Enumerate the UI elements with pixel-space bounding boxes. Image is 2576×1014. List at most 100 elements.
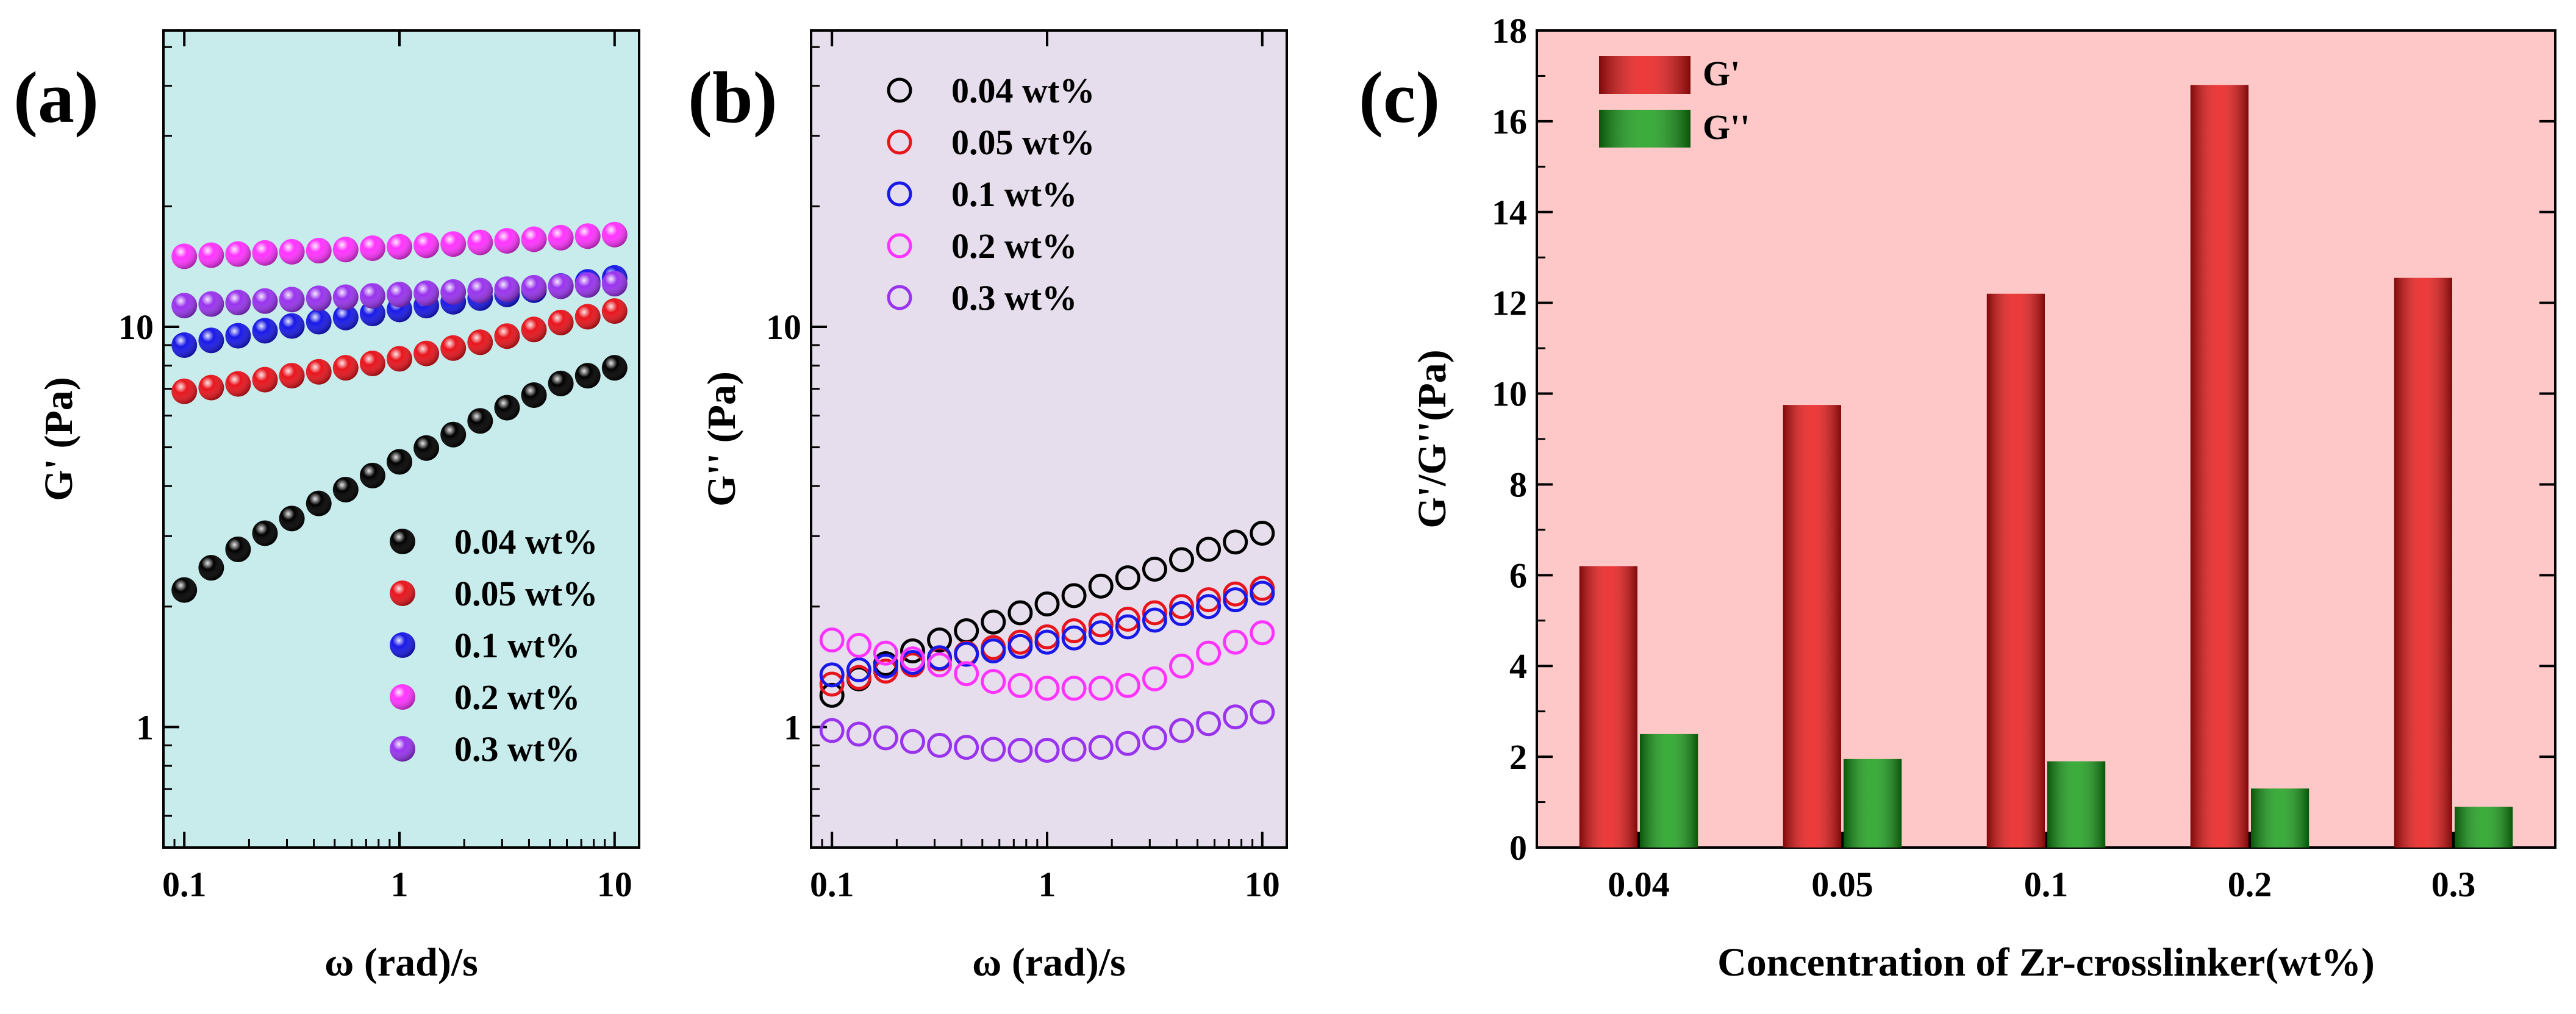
panel-a-data-point-shade bbox=[521, 382, 547, 409]
panel-a-data-point-shade bbox=[467, 329, 493, 355]
panel-b-data-point bbox=[1115, 606, 1140, 632]
panel-b-series-4 bbox=[819, 699, 1275, 763]
panel-b-series-2 bbox=[819, 580, 1275, 688]
panel-a-data-point-shade bbox=[359, 283, 385, 309]
panel-b-data-point bbox=[1088, 612, 1114, 638]
panel-b-data-point bbox=[873, 725, 898, 751]
panel-a-data-point-shade bbox=[252, 288, 278, 314]
panel-b-data-point bbox=[900, 729, 925, 754]
panel-c-bar-shade bbox=[2190, 85, 2249, 848]
panel-a-x-tick-label: 0.1 bbox=[162, 865, 207, 904]
panel-a-data-point-shade bbox=[252, 520, 278, 546]
panel-a-gridless-ticks: 0.1 1 10 1 10 bbox=[118, 30, 632, 904]
panel-b-data-point bbox=[1223, 704, 1248, 730]
panel-b-data-point bbox=[981, 638, 1006, 663]
panel-c-bar-shade bbox=[1783, 405, 1841, 848]
panel-b-data-point bbox=[1034, 591, 1060, 617]
panel-a-data-point-shade bbox=[252, 366, 278, 393]
panel-a-data-point-shade bbox=[521, 274, 547, 301]
panel-c-y-axis-label: G'/G''(Pa) bbox=[1410, 349, 1454, 528]
panel-c-y-tick-label: 4 bbox=[1509, 646, 1527, 686]
panel-b-y-tick-label: 10 bbox=[766, 307, 801, 347]
panel-b-series-3 bbox=[819, 620, 1275, 701]
panel-c-series-layer bbox=[1579, 85, 2513, 848]
panel-a-data-point-shade bbox=[171, 378, 198, 404]
panel-b-data-point bbox=[819, 627, 845, 653]
panel-b-data-point bbox=[981, 669, 1006, 694]
panel-b-data-point bbox=[846, 657, 871, 683]
panel-a-y-tick-label: 10 bbox=[118, 307, 154, 347]
panel-c-x-tick-label: 0.05 bbox=[1811, 865, 1873, 904]
panel-c-y-tick-label: 2 bbox=[1509, 737, 1527, 777]
panel-a-series-3 bbox=[171, 221, 628, 270]
panel-a-data-point-shade bbox=[413, 340, 440, 366]
panel-a-data-point-shade bbox=[574, 272, 601, 298]
panel-b-data-point bbox=[819, 662, 845, 688]
panel-b-data-point bbox=[1196, 587, 1222, 613]
panel-a-data-point-shade bbox=[574, 223, 601, 249]
panel-b-data-point bbox=[1088, 620, 1114, 646]
panel-c-y-tick-label: 0 bbox=[1509, 828, 1527, 868]
panel-b-legend-label: 0.05 wt% bbox=[951, 123, 1095, 162]
panel-b-data-point bbox=[1061, 618, 1087, 643]
panel-a-data-point-shade bbox=[548, 273, 574, 299]
panel-b-data-point bbox=[1115, 673, 1140, 698]
panel-a-data-point-shade bbox=[494, 395, 520, 421]
panel-b-data-point bbox=[1142, 725, 1167, 751]
panel-a-data-point-shade bbox=[386, 282, 412, 308]
panel-b-legend-marker bbox=[887, 233, 912, 259]
panel-b-data-point bbox=[1142, 666, 1167, 691]
panel-b-data-point bbox=[1061, 583, 1087, 609]
panel-a-data-point-shade bbox=[279, 363, 305, 389]
panel-b-data-point bbox=[1115, 614, 1140, 640]
panel-b-data-point bbox=[1034, 737, 1060, 763]
panel-b-data-point bbox=[1250, 580, 1275, 606]
panel-a-data-point-shade bbox=[467, 408, 493, 434]
panel-a-data-point-shade bbox=[171, 243, 198, 270]
panel-b-data-point bbox=[1088, 735, 1114, 760]
panel-b-data-point bbox=[1034, 676, 1060, 701]
panel-b-label: (b) bbox=[688, 57, 778, 138]
panel-c-plot-area bbox=[1536, 29, 2556, 849]
panel-a-data-point-shade bbox=[198, 291, 224, 317]
panel-a-data-point-shade bbox=[306, 285, 332, 312]
panel-b-data-point bbox=[873, 640, 898, 666]
panel-a-plot-area bbox=[162, 29, 640, 849]
panel-b-x-axis-label: ω (rad)/s bbox=[972, 940, 1126, 985]
panel-b-data-point bbox=[1061, 625, 1087, 651]
panel-c-y-tick-label: 16 bbox=[1492, 102, 1527, 141]
panel-b-data-point bbox=[1223, 587, 1248, 613]
panel-b-data-point bbox=[1007, 673, 1033, 698]
panel-a-data-point-shade bbox=[386, 234, 412, 260]
panel-c-gridless-ticks: 0 2 4 6 8 10 12 14 16 18 0.04 0.05 0.1 0.2 0.3 bbox=[1492, 11, 2555, 904]
panel-b: 0.1 1 10 1 10 0.04 wt% 0.05 wt% 0.1 wt% 0.2 wt%… bbox=[688, 29, 1288, 985]
panel-c-bar-shade bbox=[2455, 807, 2513, 848]
panel-b-data-point bbox=[900, 638, 925, 663]
panel-b-data-point bbox=[1168, 601, 1194, 626]
panel-a-series-1 bbox=[171, 298, 628, 404]
panel-b-data-point bbox=[900, 646, 925, 672]
panel-a-data-point-shade bbox=[413, 232, 440, 259]
panel-b-x-tick-label: 10 bbox=[1245, 865, 1280, 904]
panel-a-data-point-shade bbox=[198, 374, 224, 401]
panel-a-data-point-shade bbox=[225, 536, 251, 562]
panel-c-x-tick-label: 0.2 bbox=[2228, 865, 2272, 904]
panel-a-data-point-shade bbox=[279, 287, 305, 313]
panel-a-data-point-shade bbox=[548, 224, 574, 251]
panel-b-data-point bbox=[1007, 600, 1033, 626]
panel-a-legend-label: 0.04 wt% bbox=[454, 522, 598, 562]
panel-b-data-point bbox=[927, 627, 953, 653]
panel-a-data-point-shade bbox=[440, 421, 467, 448]
panel-c-y-tick-label: 14 bbox=[1492, 193, 1527, 232]
panel-c-x-tick-label: 0.04 bbox=[1608, 865, 1670, 904]
panel-a-data-point-shade bbox=[171, 577, 198, 603]
panel-b-data-point bbox=[1196, 537, 1222, 562]
panel-b-data-point bbox=[981, 737, 1006, 762]
panel-b-data-point bbox=[1142, 607, 1167, 633]
panel-a-series-layer bbox=[171, 221, 628, 603]
panel-a-data-point-shade bbox=[601, 221, 628, 248]
panel-c-legend-label: G' bbox=[1703, 54, 1740, 93]
panel-c-bar-shade bbox=[1986, 293, 2045, 848]
panel-a-data-point-shade bbox=[306, 490, 332, 516]
panel-b-data-point bbox=[927, 652, 953, 677]
